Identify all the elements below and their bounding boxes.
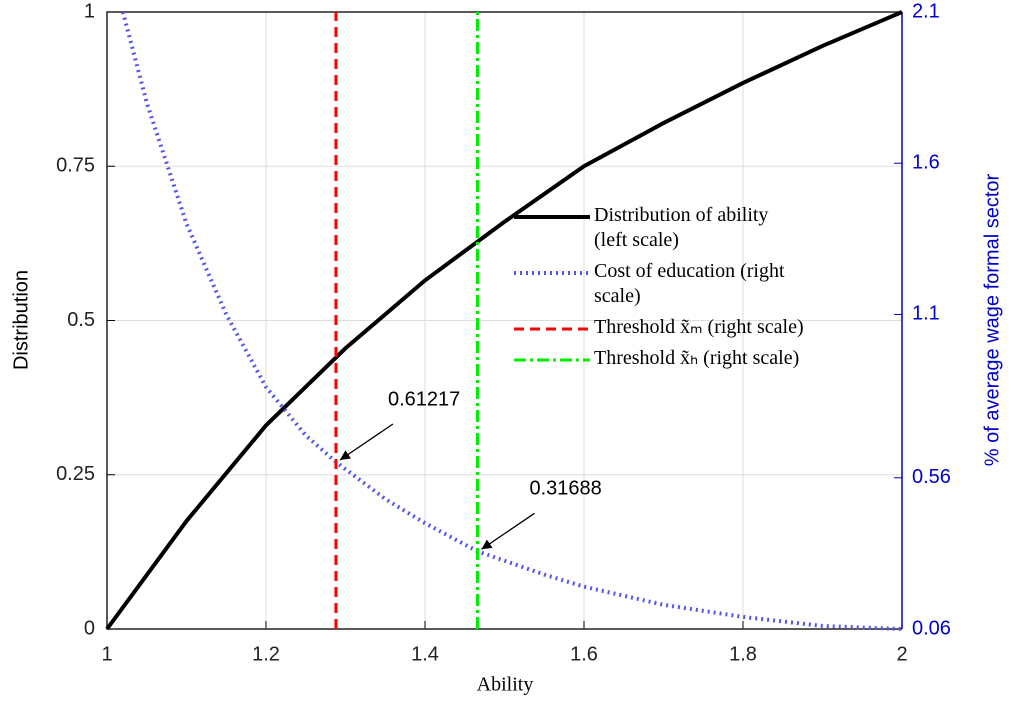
y-tick-label: 1 [84,0,95,22]
legend-swatch [514,358,590,362]
y2-tick-label: 1.1 [912,303,940,325]
x-tick-label: 1.8 [729,643,757,665]
y-tick-label: 0 [84,617,95,639]
y2-tick-label: 1.6 [912,152,940,174]
axes-frame [106,11,902,630]
legend-swatch [514,271,590,275]
legend-label: Distribution of ability (left scale) [594,204,769,251]
x-tick-label: 1.4 [411,643,439,665]
x-tick-label: 1.2 [252,643,280,665]
series-line [105,10,903,631]
y-tick-label: 0.75 [56,155,95,177]
annotation-arrow [481,512,535,550]
legend-item: Threshold x̃ₘ (right scale) [512,315,894,340]
y-tick-label: 0.25 [56,463,95,485]
legend-item: Threshold x̃ₕ (right scale) [512,346,894,371]
annotation: 0.61217 [388,388,460,410]
legend-item: Distribution of ability (left scale) [512,203,894,253]
legend-label: Threshold x̃ₕ (right scale) [594,347,800,369]
y-tick-label: 0.5 [67,309,95,331]
legend-swatch [514,327,590,331]
legend-swatch [514,215,590,219]
annotation: 0.31688 [529,478,601,500]
x-axis-label: Ability [477,674,534,696]
legend-label: Threshold x̃ₘ (right scale) [594,316,804,338]
legend-label: Cost of education (right scale) [594,260,785,307]
series-line [120,11,903,631]
y2-tick-label: 2.1 [912,0,940,22]
y2-tick-label: 0.06 [912,617,951,639]
legend-item: Cost of education (right scale) [512,259,894,309]
x-tick-label: 1 [101,643,112,665]
y2-axis-label: % of average wage formal sector [981,173,1003,466]
y2-tick-label: 0.56 [912,466,951,488]
x-tick-label: 1.6 [570,643,598,665]
annotation-arrow [339,423,394,461]
legend: Distribution of ability (left scale) Cost… [512,203,894,377]
x-tick-label: 2 [896,643,907,665]
y-axis-label: Distribution [10,270,32,370]
